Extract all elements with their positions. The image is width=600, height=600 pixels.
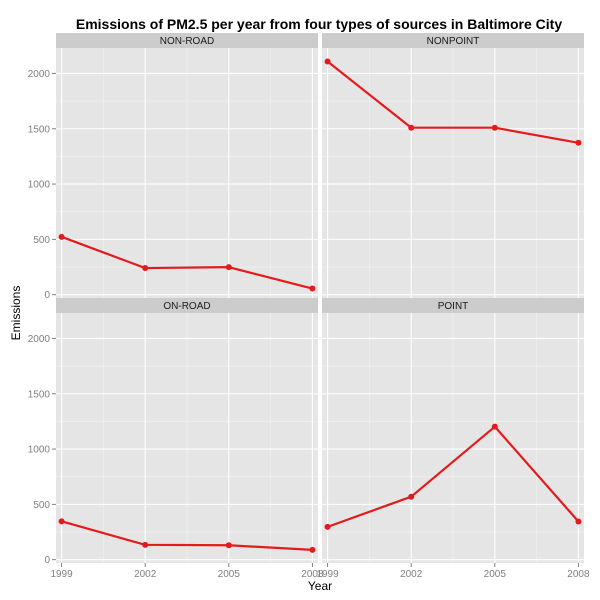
y-tick-label: 500 [33,500,50,511]
data-point [309,546,316,553]
data-point [58,233,65,240]
data-point [324,58,331,65]
data-point [142,265,149,272]
facet-strip-label: POINT [438,301,469,312]
facet-on-road: ON-ROAD 0 500 1000 1500 2000 1999 2002 2005 2008 [28,298,324,580]
data-point [408,493,415,500]
facet-strip-label: NONPOINT [427,36,480,47]
data-point [309,285,316,292]
facet-strip-label: NON-ROAD [160,36,214,47]
data-point [491,423,498,430]
x-tick-label: 2002 [134,569,157,580]
data-point [225,542,232,549]
x-tick-label: 1999 [50,569,73,580]
facet-strip [322,298,584,313]
y-tick-label: 1000 [28,445,51,456]
x-tick-label: 2005 [484,569,507,580]
y-axis-title: Emissions [9,286,23,341]
facet-point: POINT 1999 2002 2005 2008 [316,298,590,580]
y-tick-label: 500 [33,235,50,246]
data-point [142,541,149,548]
facet-non-road: NON-ROAD 0 500 1000 1500 2000 [28,33,318,301]
facet-nonpoint: NONPOINT [322,33,584,298]
x-tick-label: 2002 [400,569,423,580]
series-line [326,60,580,144]
facet-strip [56,298,318,313]
x-tick-label: 2008 [567,569,590,580]
series-line [326,425,580,528]
series-line [60,520,314,552]
facet-strip [56,33,318,48]
y-tick-label: 0 [44,555,50,566]
x-axis-title: Year [308,579,332,593]
x-tick-label: 2008 [301,569,324,580]
y-tick-label: 1500 [28,389,51,400]
data-point [408,124,415,131]
y-tick-label: 2000 [28,69,51,80]
y-tick-label: 1000 [28,180,51,191]
data-point [58,518,65,525]
data-point [491,124,498,131]
y-tick-label: 1500 [28,124,51,135]
x-tick-label: 2005 [218,569,241,580]
y-tick-label: 0 [44,290,50,301]
data-point [225,264,232,271]
facet-strip [322,33,584,48]
x-tick-label: 1999 [316,569,339,580]
data-point [575,518,582,525]
data-point [575,139,582,146]
chart-title: Emissions of PM2.5 per year from four ty… [76,16,562,32]
data-point [324,523,331,530]
facet-strip-label: ON-ROAD [163,301,210,312]
series-line [60,235,314,290]
y-tick-label: 2000 [28,334,51,345]
facet-panels: NON-ROAD 0 500 1000 1500 2000 NONPOINT ON-ROAD 0… [28,33,590,580]
